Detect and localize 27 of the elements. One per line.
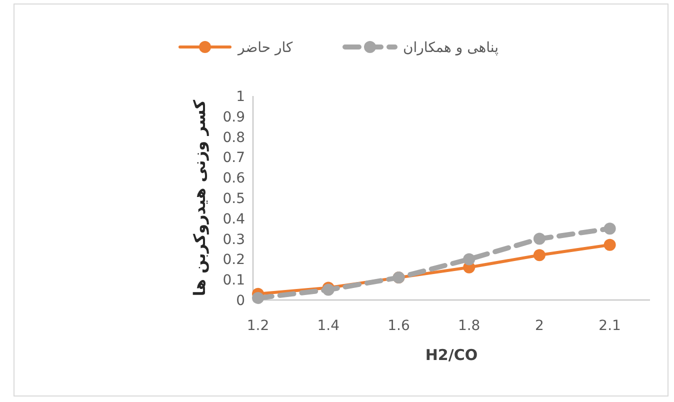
y-tick-label: 1 bbox=[236, 89, 245, 105]
y-tick-label: 0.1 bbox=[222, 272, 245, 289]
y-tick-label: 0.3 bbox=[222, 232, 245, 248]
y-tick-label: 0.8 bbox=[222, 130, 245, 146]
x-tick-label: 2.1 bbox=[598, 318, 621, 334]
y-tick-label: 0.5 bbox=[222, 191, 245, 207]
x-tick-label: 1.4 bbox=[317, 318, 340, 334]
legend-label: پناهی و همکاران bbox=[403, 40, 499, 56]
x-tick-label: 1.8 bbox=[458, 318, 480, 334]
y-tick-label: 0.2 bbox=[222, 252, 245, 268]
point bbox=[463, 253, 476, 266]
y-tick-label: 0.4 bbox=[222, 211, 246, 228]
point bbox=[533, 249, 546, 262]
point bbox=[604, 222, 616, 235]
point bbox=[533, 232, 546, 245]
y-tick-label: 0 bbox=[236, 293, 245, 309]
y-tick-label: 0.6 bbox=[222, 170, 246, 187]
legend-label: کار حاضر bbox=[237, 40, 294, 56]
x-axis-title: H2/CO bbox=[425, 346, 478, 364]
y-tick-label: 0.7 bbox=[222, 150, 245, 166]
point bbox=[604, 238, 616, 251]
x-tick-label: 1.2 bbox=[246, 318, 270, 334]
x-tick-label: 1.6 bbox=[388, 318, 410, 334]
y-axis-title: کسر وزنی هیدروکربن ها bbox=[190, 99, 209, 296]
x-tick-label: 2 bbox=[534, 318, 544, 334]
point bbox=[252, 292, 264, 304]
y-tick-label: 0.9 bbox=[222, 109, 245, 126]
